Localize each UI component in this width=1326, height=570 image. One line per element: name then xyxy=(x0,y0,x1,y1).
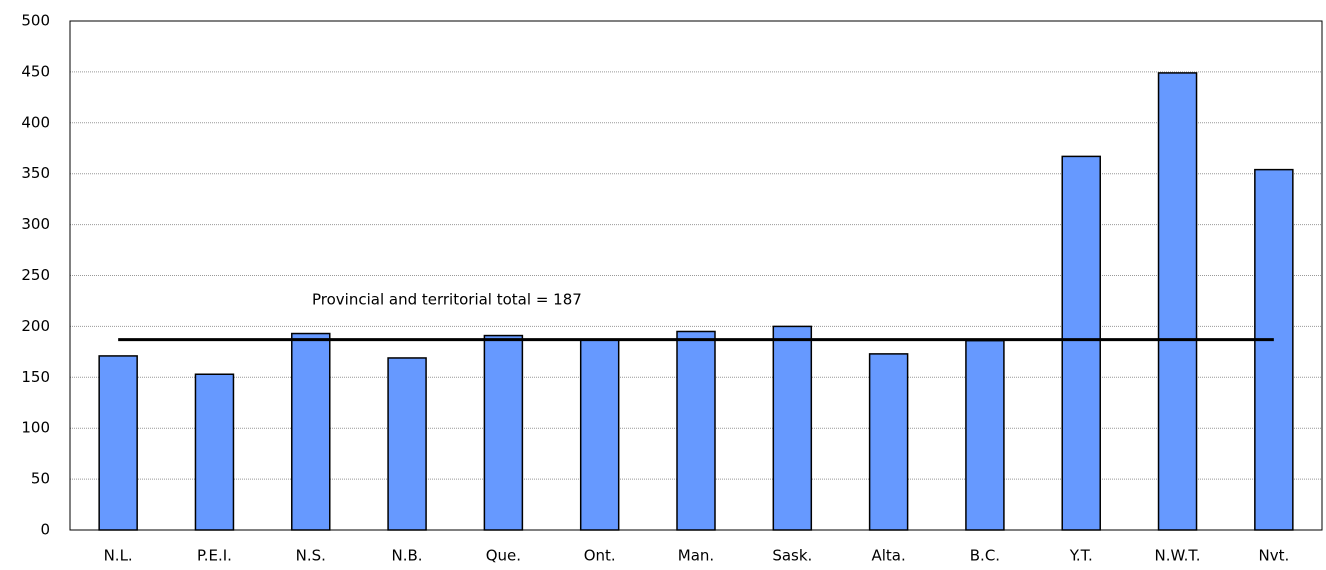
reference-label: Provincial and territorial total = 187 xyxy=(312,291,582,309)
x-tick-label: N.L. xyxy=(104,547,133,565)
bar xyxy=(291,332,331,531)
bar xyxy=(1157,72,1198,531)
bar xyxy=(965,339,1005,531)
x-tick-label: Ont. xyxy=(584,547,616,565)
x-tick-label: Sask. xyxy=(772,547,812,565)
y-tick-label: 300 xyxy=(21,215,50,233)
x-tick-label: N.B. xyxy=(392,547,423,565)
bar xyxy=(194,373,235,531)
x-tick-label: Que. xyxy=(486,547,521,565)
bar xyxy=(1061,155,1101,531)
bar xyxy=(483,334,524,531)
x-tick-label: Y.T. xyxy=(1069,547,1093,565)
x-tick-label: B.C. xyxy=(970,547,1000,565)
y-tick-label: 450 xyxy=(21,62,50,80)
bar xyxy=(387,357,427,531)
y-tick-label: 0 xyxy=(40,521,50,539)
x-tick-label: N.S. xyxy=(296,547,326,565)
y-tick-label: 150 xyxy=(21,368,50,386)
y-tick-label: 250 xyxy=(21,266,50,284)
x-tick-label: Alta. xyxy=(871,547,905,565)
y-tick-label: 50 xyxy=(31,470,50,488)
y-tick-label: 350 xyxy=(21,164,50,182)
bar xyxy=(98,355,138,531)
x-tick-label: Man. xyxy=(678,547,714,565)
bar xyxy=(772,325,813,531)
x-tick-label: P.E.I. xyxy=(197,547,232,565)
x-tick-label: N.W.T. xyxy=(1155,547,1201,565)
y-tick-label: 400 xyxy=(21,113,50,131)
y-tick-label: 200 xyxy=(21,317,50,335)
bar xyxy=(1254,168,1294,531)
bar xyxy=(676,330,716,531)
x-tick-label: Nvt. xyxy=(1258,547,1289,565)
bar xyxy=(868,353,909,531)
y-tick-label: 100 xyxy=(21,419,50,437)
bar xyxy=(579,338,620,531)
y-tick-label: 500 xyxy=(21,12,50,30)
